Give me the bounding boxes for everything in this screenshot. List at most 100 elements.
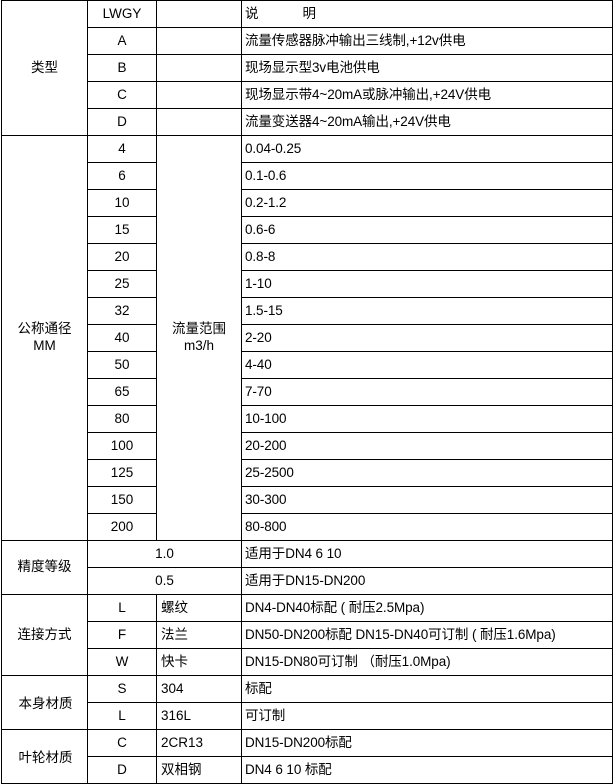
- table-row-dn-150: 150 30-300: [2, 486, 613, 514]
- group-label-nominal-diameter-line2: MM: [33, 338, 56, 353]
- flow-range-value: 25-2500: [241, 459, 613, 487]
- flow-range-value: 10-100: [241, 405, 613, 433]
- table-row-dn-4: 公称通径 MM 4 流量范围 m3/h 0.04-0.25: [1, 135, 613, 541]
- table-row-connection-f: F 法兰 DN50-DN200标配 DN15-DN40可订制 ( 耐压1.6Mp…: [2, 621, 613, 649]
- table-row-connection-w: W 快卡 DN15-DN80可订制 （耐压1.0Mpa): [2, 648, 613, 676]
- type-code-c: C: [87, 81, 157, 109]
- connection-desc: DN15-DN80可订制 （耐压1.0Mpa): [241, 648, 613, 676]
- table-row-type-d: D 流量变送器4~20mA输出,+24V供电: [2, 108, 613, 136]
- flow-range-value: 80-800: [241, 513, 613, 541]
- table-row-dn-125: 125 25-2500: [2, 459, 613, 487]
- group-label-impeller-material: 叶轮材质: [1, 729, 88, 784]
- table-row-dn-20: 20 0.8-8: [2, 243, 613, 271]
- flow-range-value: 0.2-1.2: [241, 189, 613, 217]
- body-material-desc: 标配: [241, 675, 613, 703]
- body-material-code: L: [87, 702, 157, 730]
- flow-range-value: 0.6-6: [241, 216, 613, 244]
- connection-name: 螺纹: [156, 594, 242, 622]
- body-material-code: S: [87, 675, 157, 703]
- type-code-a: A: [87, 27, 157, 55]
- table-row-dn-10: 10 0.2-1.2: [2, 189, 613, 217]
- type-code-b: B: [87, 54, 157, 82]
- table-header-row: 类型 LWGY 说明: [1, 0, 613, 136]
- type-desc-b: 现场显示型3v电池供电: [241, 54, 613, 82]
- dn-value: 65: [87, 378, 157, 406]
- table-row-impeller-material-c: 叶轮材质 C 2CR13 DN15-DN200标配: [1, 729, 613, 784]
- connection-name: 快卡: [156, 648, 242, 676]
- impeller-material-code: C: [87, 729, 157, 757]
- table-row-connection-l: 连接方式 L 螺纹 DN4-DN40标配 ( 耐压2.5Mpa): [1, 594, 613, 676]
- flow-range-value: 0.1-0.6: [241, 162, 613, 190]
- table-row-body-material-s: 本身材质 S 304 标配: [1, 675, 613, 730]
- connection-code: L: [87, 594, 157, 622]
- dn-value: 125: [87, 459, 157, 487]
- header-model-code: LWGY: [87, 0, 157, 28]
- header-blank-cell: [156, 0, 242, 28]
- dn-value: 32: [87, 297, 157, 325]
- type-blank-a: [156, 27, 242, 55]
- flow-range-value: 4-40: [241, 351, 613, 379]
- table-row-dn-6: 6 0.1-0.6: [2, 162, 613, 190]
- header-description-text-1: 说: [245, 5, 259, 21]
- body-material-desc: 可订制: [241, 702, 613, 730]
- type-blank-c: [156, 81, 242, 109]
- table-row-type-a: A 流量传感器脉冲输出三线制,+12v供电: [2, 27, 613, 55]
- body-material-name: 316L: [156, 702, 242, 730]
- table-row-dn-25: 25 1-10: [2, 270, 613, 298]
- table-row-dn-65: 65 7-70: [2, 378, 613, 406]
- table-row-body-material-l: L 316L 可订制: [2, 702, 613, 730]
- table-row-dn-40: 40 2-20: [2, 324, 613, 352]
- accuracy-grade-value: 1.0: [87, 540, 242, 568]
- table-row-dn-100: 100 20-200: [2, 432, 613, 460]
- dn-value: 150: [87, 486, 157, 514]
- group-label-accuracy-grade: 精度等级: [1, 540, 88, 595]
- type-blank-b: [156, 54, 242, 82]
- dn-value: 20: [87, 243, 157, 271]
- connection-desc: DN50-DN200标配 DN15-DN40可订制 ( 耐压1.6Mpa): [241, 621, 613, 649]
- type-desc-d: 流量变送器4~20mA输出,+24V供电: [241, 108, 613, 136]
- dn-value: 6: [87, 162, 157, 190]
- dn-value: 100: [87, 432, 157, 460]
- impeller-material-desc: DN15-DN200标配: [241, 729, 613, 757]
- group-label-flow-range-line1: 流量范围: [172, 321, 226, 337]
- dn-value: 25: [87, 270, 157, 298]
- flow-range-value: 1.5-15: [241, 297, 613, 325]
- flow-range-value: 30-300: [241, 486, 613, 514]
- header-description-text-2: 明: [302, 5, 317, 21]
- connection-code: W: [87, 648, 157, 676]
- flow-range-value: 1-10: [241, 270, 613, 298]
- connection-name: 法兰: [156, 621, 242, 649]
- flow-range-value: 0.04-0.25: [241, 135, 613, 163]
- type-code-d: D: [87, 108, 157, 136]
- type-blank-d: [156, 108, 242, 136]
- dn-value: 80: [87, 405, 157, 433]
- connection-desc: DN4-DN40标配 ( 耐压2.5Mpa): [241, 594, 613, 622]
- accuracy-grade-desc: 适用于DN4 6 10: [241, 540, 613, 568]
- group-label-body-material: 本身材质: [1, 675, 88, 730]
- type-desc-c: 现场显示带4~20mA或脉冲输出,+24V供电: [241, 81, 613, 109]
- table-row-dn-50: 50 4-40: [2, 351, 613, 379]
- flow-range-value: 0.8-8: [241, 243, 613, 271]
- impeller-material-desc: DN4 6 10 标配: [241, 756, 613, 784]
- group-label-nominal-diameter-line1: 公称通径: [17, 321, 72, 337]
- dn-value: 40: [87, 324, 157, 352]
- dn-value: 50: [87, 351, 157, 379]
- accuracy-grade-desc: 适用于DN15-DN200: [241, 567, 613, 595]
- connection-code: F: [87, 621, 157, 649]
- dn-value: 10: [87, 189, 157, 217]
- flow-range-value: 7-70: [241, 378, 613, 406]
- accuracy-grade-value: 0.5: [87, 567, 242, 595]
- flow-range-value: 20-200: [241, 432, 613, 460]
- flow-range-value: 2-20: [241, 324, 613, 352]
- table-row-type-b: B 现场显示型3v电池供电: [2, 54, 613, 82]
- group-label-type: 类型: [1, 0, 88, 136]
- table-row-accuracy-1: 精度等级 1.0 适用于DN4 6 10: [1, 540, 613, 595]
- header-description-label: 说明: [241, 0, 613, 28]
- dn-value: 15: [87, 216, 157, 244]
- dn-value: 200: [87, 513, 157, 541]
- group-label-flow-range: 流量范围 m3/h: [156, 135, 242, 541]
- table-row-dn-200: 200 80-800: [2, 513, 613, 541]
- table-row-dn-15: 15 0.6-6: [2, 216, 613, 244]
- impeller-material-name: 2CR13: [156, 729, 242, 757]
